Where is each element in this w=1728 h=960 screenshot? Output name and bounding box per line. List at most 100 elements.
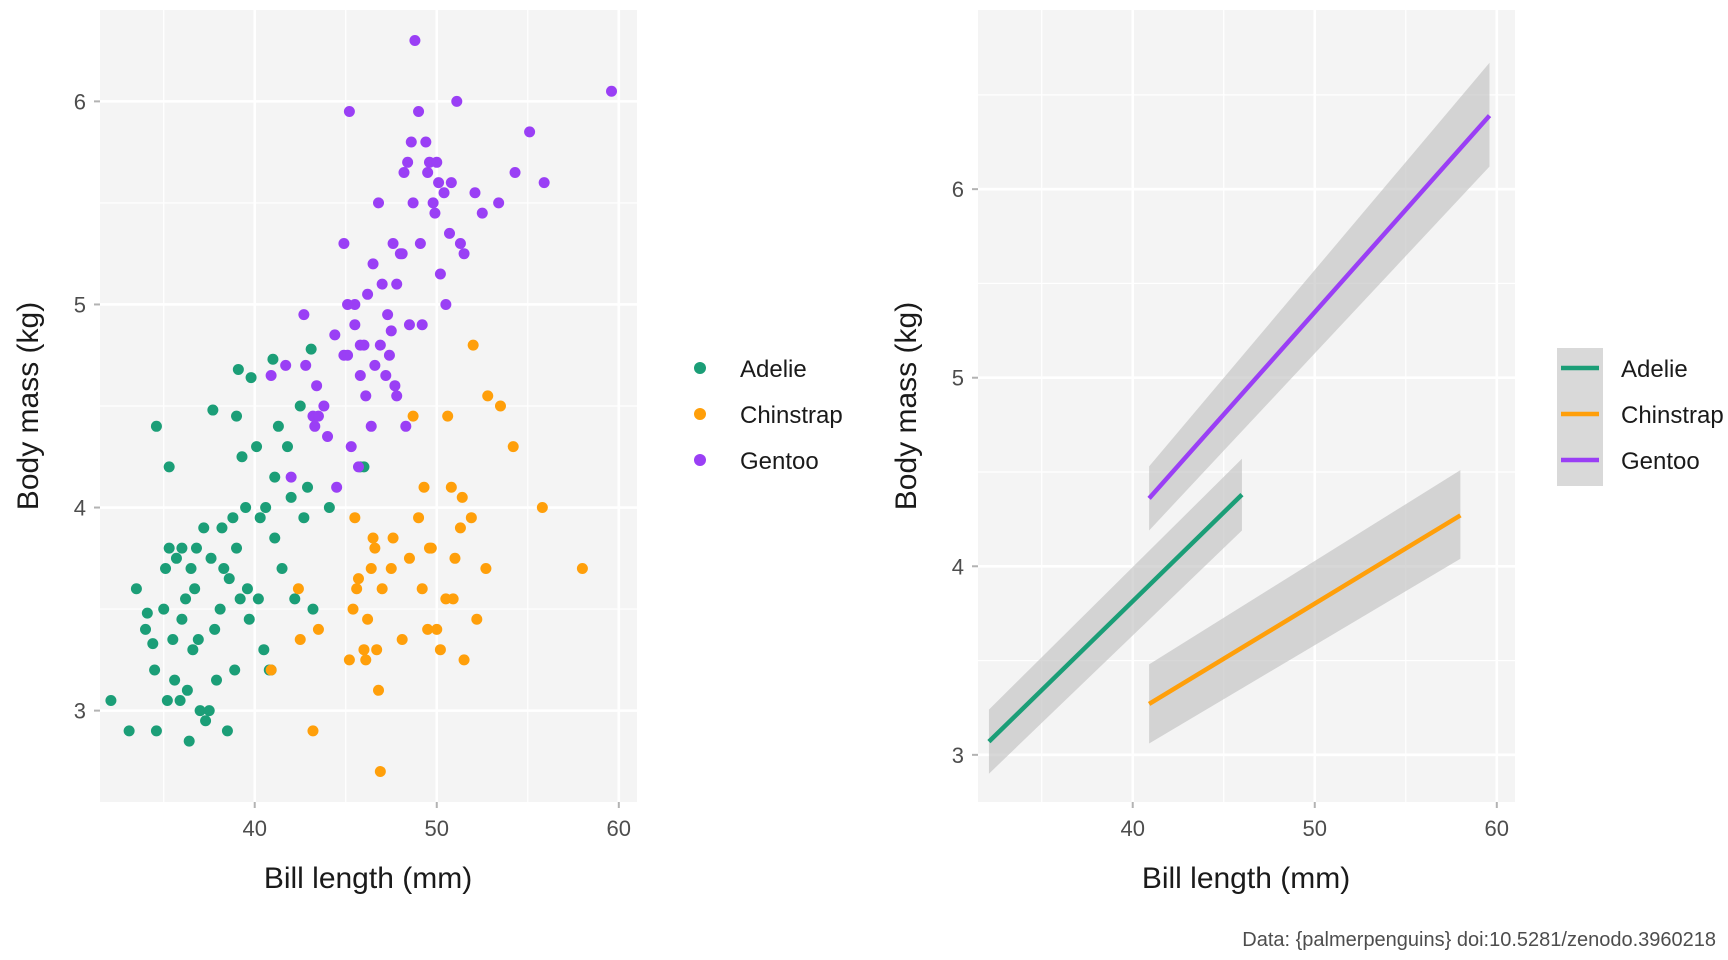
data-point-adelie [267, 353, 279, 365]
data-point-adelie [209, 623, 221, 635]
chart-panel-2: 40 50 60 3 4 5 6 Bill length (mm) Body mass (kg)… [890, 10, 1724, 895]
data-point-chinstrap [374, 766, 386, 778]
data-point-adelie [227, 512, 239, 524]
data-point-gentoo [383, 349, 395, 361]
data-point-gentoo [380, 370, 392, 382]
y-tick-label: 5 [74, 292, 86, 317]
series-chinstrap [1147, 470, 1462, 744]
data-point-adelie [251, 441, 263, 453]
data-point-chinstrap [265, 664, 277, 676]
data-point-adelie [200, 715, 212, 727]
series-adelie [987, 458, 1244, 774]
data-point-adelie [187, 644, 199, 656]
data-point-adelie [240, 502, 252, 514]
data-point-chinstrap [465, 512, 477, 524]
data-point-chinstrap [403, 552, 415, 564]
data-point-adelie [141, 607, 153, 619]
data-point-chinstrap [431, 623, 443, 635]
data-point-adelie [216, 522, 228, 534]
data-point-gentoo [342, 349, 354, 361]
data-point-adelie [236, 451, 248, 463]
data-point-gentoo [382, 309, 394, 321]
y-tick-label: 4 [952, 554, 964, 579]
data-point-gentoo [391, 390, 403, 402]
data-point-gentoo [409, 34, 421, 46]
data-point-adelie [140, 623, 152, 635]
data-point-gentoo [343, 106, 355, 118]
data-point-adelie [205, 552, 217, 564]
data-point-gentoo [402, 156, 414, 168]
data-point-adelie [231, 542, 243, 554]
data-point-adelie [167, 634, 179, 646]
data-point-adelie [272, 420, 284, 432]
x-tick-label: 40 [242, 816, 266, 841]
data-point-chinstrap [387, 532, 399, 544]
data-point-gentoo [524, 126, 536, 138]
data-point-adelie [183, 735, 195, 747]
data-point-adelie [194, 705, 206, 717]
data-point-gentoo [280, 359, 292, 371]
data-point-chinstrap [413, 512, 425, 524]
data-point-gentoo [298, 309, 310, 321]
data-point-gentoo [387, 238, 399, 250]
data-point-gentoo [427, 197, 439, 209]
data-point-chinstrap [458, 654, 470, 666]
data-point-adelie [231, 410, 243, 422]
data-point-gentoo [389, 380, 401, 392]
legend-key-background [1557, 348, 1603, 486]
data-point-chinstrap [349, 512, 361, 524]
x-axis-title: Bill length (mm) [264, 862, 472, 895]
data-point-adelie [289, 593, 301, 605]
data-point-adelie [269, 532, 281, 544]
data-point-gentoo [373, 197, 385, 209]
data-point-chinstrap [494, 400, 506, 412]
data-point-gentoo [385, 325, 397, 337]
data-point-gentoo [403, 319, 415, 331]
data-point-chinstrap [351, 583, 363, 595]
data-point-gentoo [433, 177, 445, 189]
data-point-gentoo [407, 197, 419, 209]
data-point-adelie [221, 725, 233, 737]
data-point-adelie [234, 593, 246, 605]
data-point-gentoo [329, 329, 341, 341]
data-point-adelie [163, 461, 175, 473]
data-point-adelie [211, 674, 223, 686]
data-point-gentoo [362, 288, 374, 300]
legend-label-adelie: Adelie [1621, 356, 1688, 383]
data-point-chinstrap [423, 542, 435, 554]
confidence-band-gentoo [1149, 62, 1490, 531]
data-point-adelie [252, 593, 264, 605]
data-point-gentoo [493, 197, 505, 209]
data-point-adelie [192, 634, 204, 646]
data-point-adelie [130, 583, 142, 595]
data-point-chinstrap [442, 410, 454, 422]
data-point-gentoo [360, 390, 372, 402]
data-point-chinstrap [376, 583, 388, 595]
data-point-chinstrap [480, 562, 492, 574]
data-point-gentoo [318, 400, 330, 412]
data-point-chinstrap [471, 613, 483, 625]
data-point-gentoo [367, 258, 379, 270]
data-point-gentoo [309, 420, 321, 432]
y-tick-label: 3 [74, 699, 86, 724]
data-point-chinstrap [371, 644, 383, 656]
regression-line-gentoo [1147, 114, 1492, 500]
data-point-chinstrap [449, 552, 461, 564]
data-point-gentoo [509, 166, 521, 178]
data-point-chinstrap [352, 573, 364, 585]
data-point-chinstrap [416, 583, 428, 595]
data-point-adelie [185, 562, 197, 574]
data-point-gentoo [451, 95, 463, 107]
data-point-gentoo [349, 298, 361, 310]
y-axis-title: Body mass (kg) [12, 302, 45, 510]
data-point-gentoo [434, 268, 446, 280]
data-point-gentoo [391, 278, 403, 290]
data-point-chinstrap [407, 410, 419, 422]
data-point-gentoo [422, 166, 434, 178]
data-point-gentoo [431, 156, 443, 168]
data-point-gentoo [338, 238, 350, 250]
data-point-adelie [218, 562, 230, 574]
data-point-chinstrap [347, 603, 359, 615]
data-point-gentoo [606, 85, 618, 97]
